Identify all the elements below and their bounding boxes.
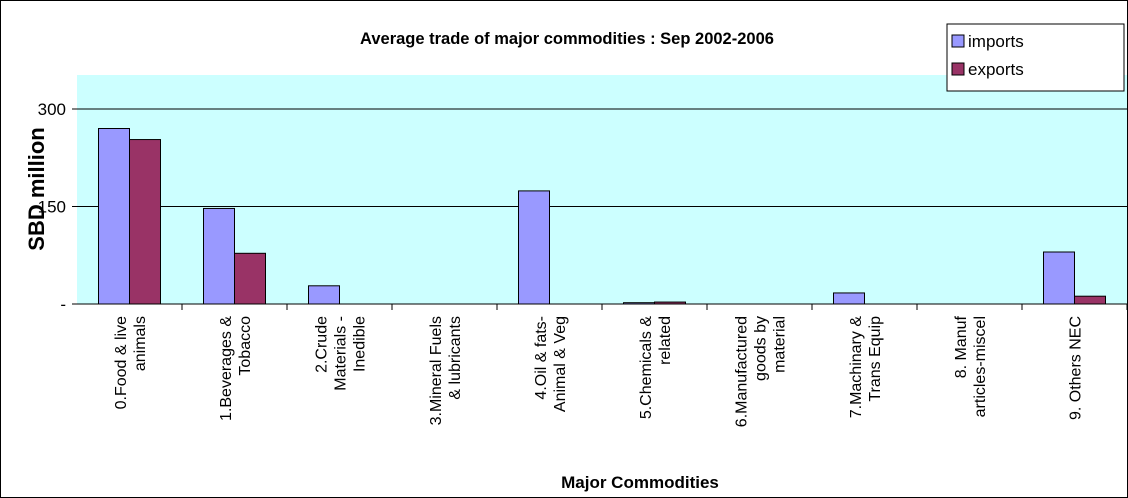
- category-label: 2.Crude Materials - Inedible: [314, 316, 369, 391]
- bar-imports: [518, 190, 550, 305]
- bar-imports: [98, 128, 130, 305]
- x-axis-title: Major Commodities: [561, 473, 719, 492]
- category-label-line: Materials -: [333, 316, 350, 391]
- legend-label-imports: imports: [968, 32, 1024, 51]
- category-label: 5.Chemicals & related: [638, 316, 674, 419]
- category-label-line: 8. Manuf: [953, 315, 970, 378]
- category-label: 4.Oil & fats- Animal & Veg: [533, 316, 569, 412]
- category-label-line: Trans Equip: [867, 316, 884, 402]
- bar-exports: [1074, 295, 1106, 305]
- category-label-line: material: [772, 316, 789, 373]
- category-label-line: 5.Chemicals &: [638, 316, 655, 419]
- category-label-line: 2.Crude: [314, 316, 331, 373]
- category-label-line: & lubricants: [447, 316, 464, 400]
- category-label: 0.Food & live animals: [113, 316, 149, 409]
- bar-imports: [833, 292, 865, 305]
- y-ticks: - 150 300: [38, 100, 77, 314]
- y-tick-label: -: [60, 295, 66, 314]
- y-tick-label: 300: [38, 100, 66, 119]
- category-label-line: 9. Others NEC: [1068, 316, 1085, 420]
- y-axis-title: SBD million: [24, 127, 49, 250]
- legend-swatch-imports: [951, 34, 965, 48]
- category-label-line: Tobacco: [237, 316, 254, 376]
- category-label-line: 4.Oil & fats-: [533, 316, 550, 400]
- category-label-line: Animal & Veg: [552, 316, 569, 412]
- legend: imports exports: [946, 23, 1125, 92]
- category-label: 8. Manuf articles-miscel: [953, 315, 989, 417]
- category-label: 9. Others NEC: [1068, 316, 1085, 420]
- category-label-line: related: [657, 316, 674, 365]
- category-label-line: goods by: [753, 316, 770, 381]
- category-label-line: articles-miscel: [972, 316, 989, 417]
- legend-label-exports: exports: [968, 60, 1024, 79]
- category-label: 6.Manufactured goods by material: [734, 316, 789, 427]
- bar-exports: [129, 139, 161, 305]
- category-label-line: animals: [132, 316, 149, 371]
- gridlines: [77, 108, 1127, 207]
- category-label-line: 1.Beverages &: [218, 316, 235, 421]
- category-label-line: 7.Machinary &: [848, 316, 865, 419]
- legend-box: [946, 23, 1125, 92]
- bar-exports: [234, 252, 266, 305]
- bars: [98, 128, 1106, 305]
- category-label: 3.Mineral Fuels & lubricants: [428, 316, 464, 425]
- x-categories: 0.Food & live animals 1.Beverages & Tobacco…: [113, 304, 1128, 427]
- bar-imports: [203, 207, 235, 305]
- category-label-line: 6.Manufactured: [734, 316, 751, 427]
- category-label-line: 3.Mineral Fuels: [428, 316, 445, 425]
- bar-imports: [1043, 251, 1075, 305]
- category-label: 1.Beverages & Tobacco: [218, 316, 254, 421]
- category-label-line: 0.Food & live: [113, 316, 130, 409]
- category-label: 7.Machinary & Trans Equip: [848, 316, 884, 419]
- category-label-line: Inedible: [352, 316, 369, 372]
- bar-imports: [308, 285, 340, 305]
- y-tick-label: 150: [38, 198, 66, 217]
- legend-swatch-exports: [951, 62, 965, 76]
- chart-title: Average trade of major commodities : Sep…: [360, 30, 774, 48]
